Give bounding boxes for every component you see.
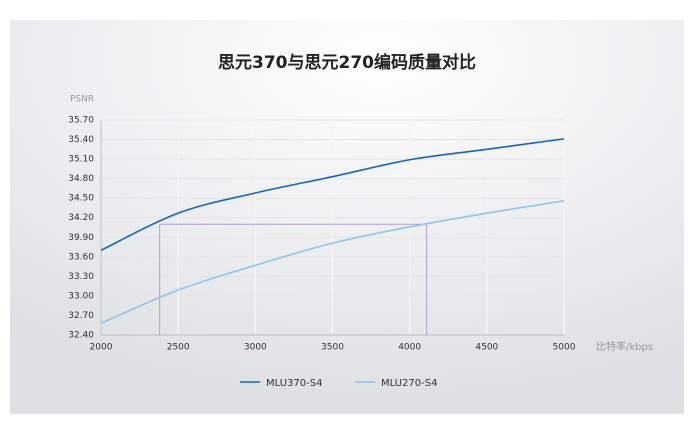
x-tick-label: 4500 [475, 343, 498, 353]
y-tick-label: 35.40 [68, 135, 94, 145]
x-tick-label: 3500 [321, 343, 344, 353]
x-tick-label: 4000 [398, 343, 421, 353]
x-axis-label: 比特率/kbps [596, 340, 653, 353]
series-line [100, 199, 565, 325]
y-tick-label: 32.70 [68, 311, 94, 321]
y-tick-label: 33.00 [68, 291, 94, 301]
y-tick-label: 39.90 [68, 233, 94, 243]
y-tick-label: 32.40 [68, 331, 94, 341]
y-tick-label: 35.10 [68, 155, 94, 165]
y-tick-label: 33.60 [68, 252, 94, 262]
chart-title: 思元370与思元270编码质量对比 [218, 52, 476, 73]
legend-label: MLU370-S4 [266, 378, 322, 389]
series-line [100, 138, 565, 252]
y-axis-label: PSNR [70, 95, 94, 105]
y-tick-label: 33.30 [68, 272, 94, 282]
chart-background [10, 20, 684, 414]
x-tick-label: 3000 [244, 343, 267, 353]
y-tick-label: 34.50 [68, 194, 94, 204]
x-tick-label: 2000 [90, 343, 113, 353]
y-tick-label: 35.70 [68, 116, 94, 126]
x-tick-label: 5000 [553, 343, 576, 353]
y-tick-label: 34.20 [68, 213, 94, 223]
legend-label: MLU270-S4 [381, 378, 437, 389]
x-tick-label: 2500 [167, 343, 190, 353]
y-tick-label: 34.80 [68, 174, 94, 184]
